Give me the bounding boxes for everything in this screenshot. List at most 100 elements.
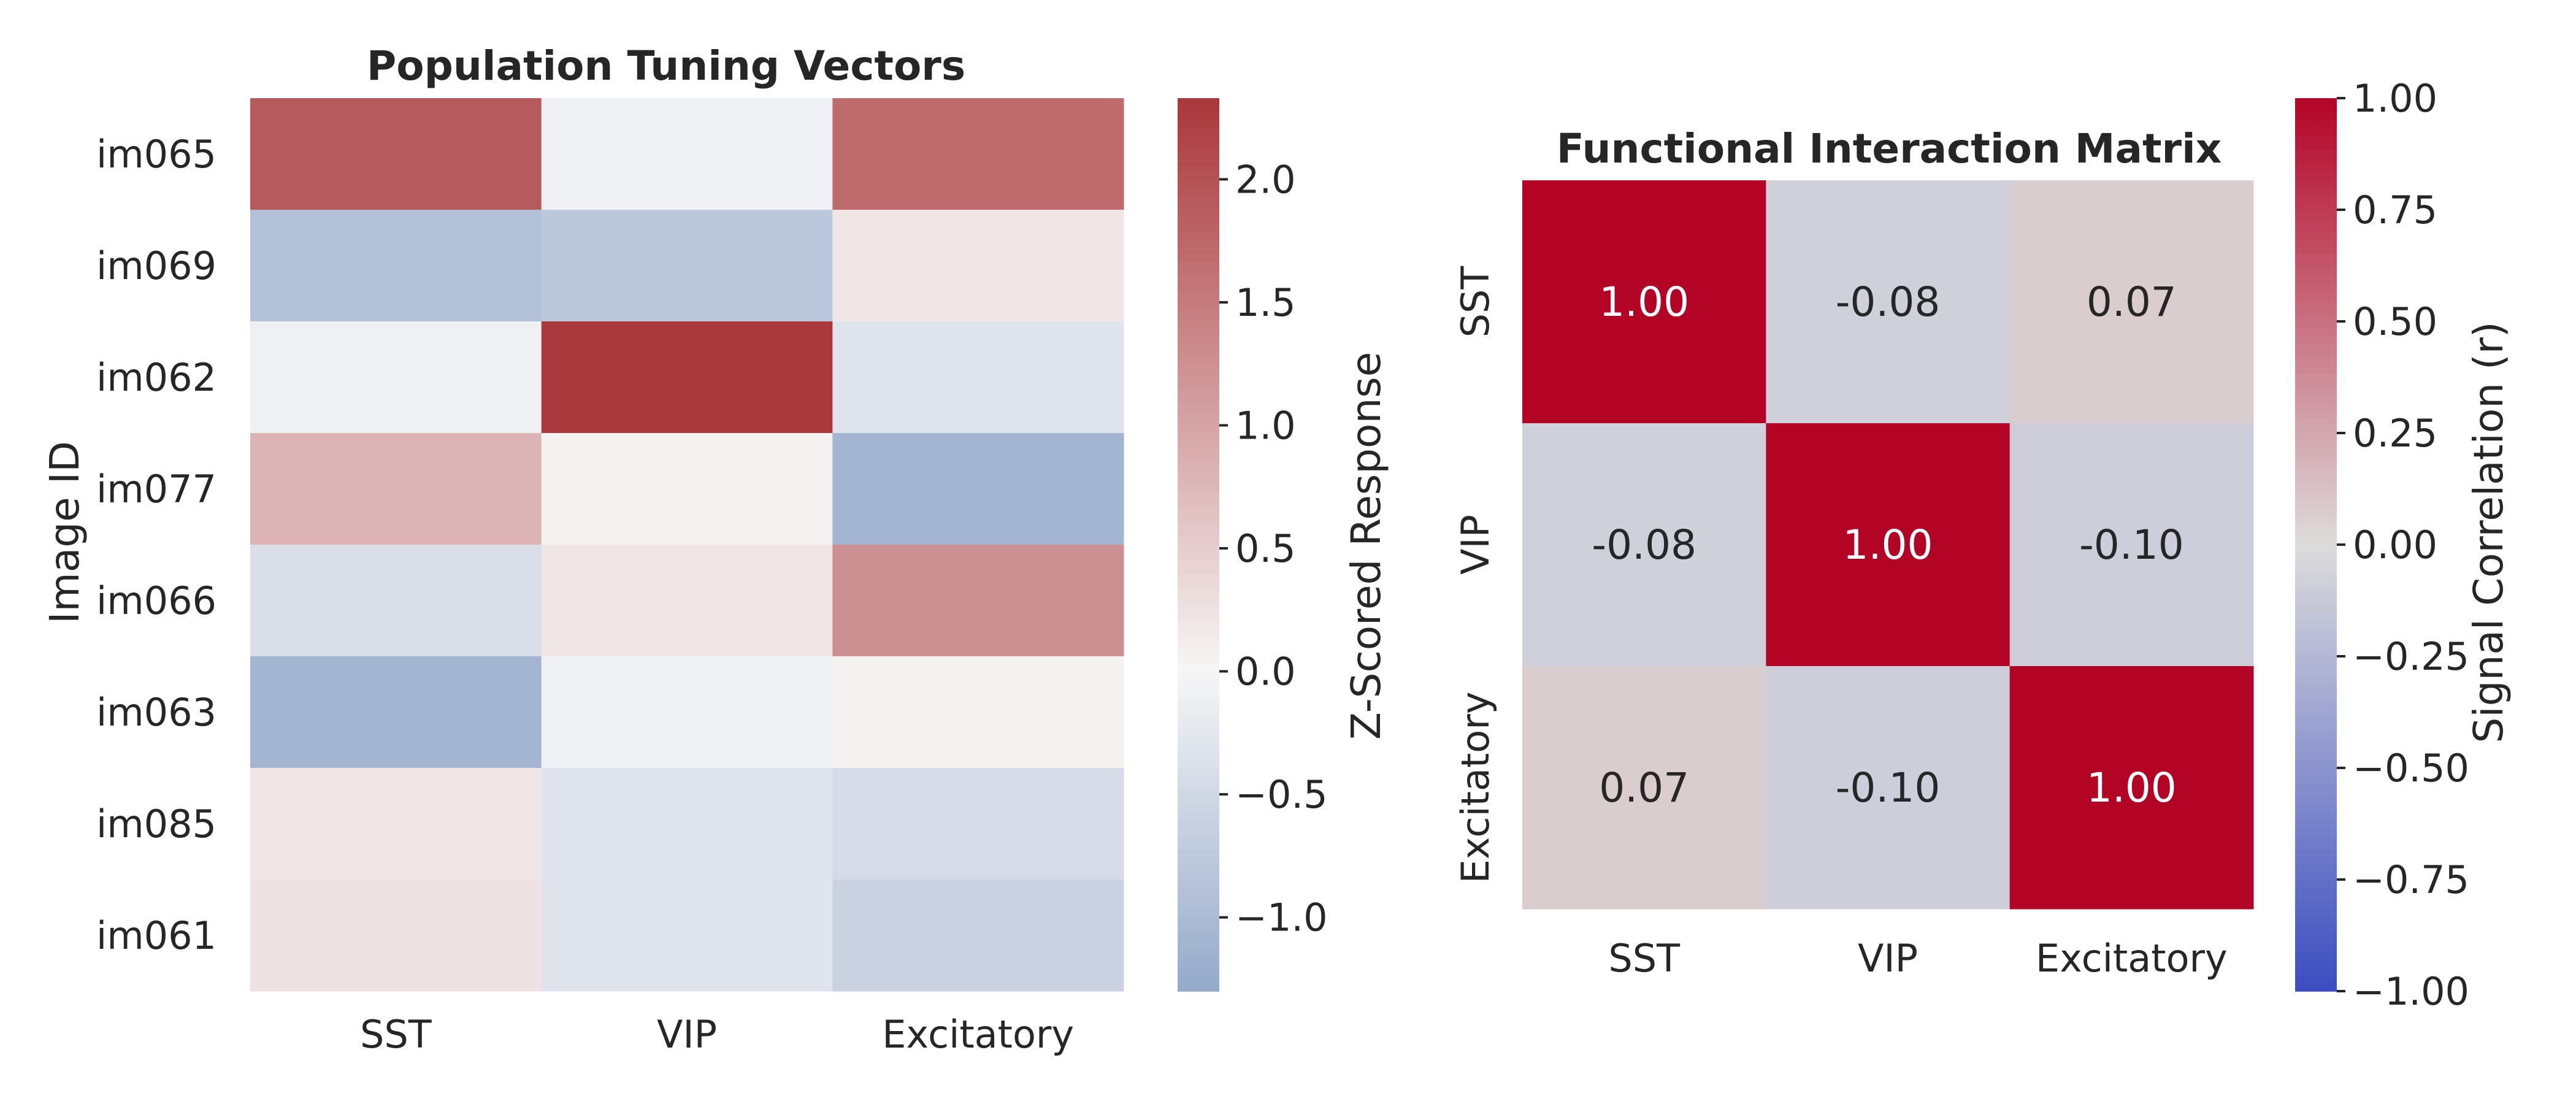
colorbar-gradient-step	[1178, 261, 1219, 270]
colorbar-gradient-step	[1178, 753, 1219, 761]
colorbar-gradient-step	[1178, 790, 1219, 799]
colorbar-gradient-step	[2295, 485, 2337, 493]
colorbar-gradient-step	[2295, 545, 2337, 553]
tuning-heatmap-y-axis-label: Image ID	[41, 441, 88, 624]
heatmap-cell	[832, 768, 1124, 880]
colorbar-gradient-step	[2295, 827, 2337, 835]
interaction-matrix-x-ticks: SST VIP Excitatory	[1608, 936, 2227, 981]
colorbar-gradient-step	[2295, 902, 2337, 910]
cell-annotation: 0.07	[2087, 278, 2177, 326]
colorbar-gradient-step	[1178, 98, 1219, 106]
interaction-matrix-panel: Functional Interaction Matrix 1.00 -0.08 0…	[1453, 76, 2512, 1014]
colorbar-gradient-step	[2295, 589, 2337, 597]
heatmap-cell	[1522, 180, 1766, 424]
colorbar-gradient-step	[1178, 396, 1219, 404]
colorbar-gradient-step	[1178, 880, 1219, 887]
colorbar-gradient-step	[1178, 596, 1219, 605]
cell-annotation: -0.08	[1836, 278, 1941, 326]
colorbar-gradient-step	[2295, 664, 2337, 672]
colorbar-gradient-step	[2295, 462, 2337, 471]
colorbar-gradient-step	[1178, 113, 1219, 121]
colorbar-tick-label: 0.50	[2353, 299, 2437, 344]
colorbar-gradient-step	[2295, 351, 2337, 359]
colorbar-tick-label: −0.5	[1235, 772, 1328, 817]
colorbar-gradient-step	[2295, 916, 2337, 925]
colorbar-gradient-step	[1178, 604, 1219, 612]
colorbar-gradient-step	[2295, 797, 2337, 806]
colorbar-gradient-step	[1178, 916, 1219, 925]
tuning-heatmap-title: Population Tuning Vectors	[367, 42, 965, 90]
heatmap-cell	[541, 545, 833, 657]
colorbar-gradient-step	[2295, 381, 2337, 389]
colorbar-gradient-step	[2295, 470, 2337, 478]
colorbar-gradient-step	[1178, 730, 1219, 739]
cell-annotation: -0.08	[1592, 521, 1696, 569]
heatmap-cell	[1766, 423, 2011, 667]
colorbar-gradient-step	[2295, 931, 2337, 940]
colorbar-gradient-step	[1178, 857, 1219, 865]
colorbar-gradient-step	[1178, 819, 1219, 828]
colorbar-gradient-step	[2295, 410, 2337, 419]
colorbar-gradient-step	[2295, 455, 2337, 464]
colorbar-tick-label: 1.0	[1235, 403, 1296, 448]
colorbar-gradient-step	[2295, 507, 2337, 516]
colorbar-gradient-step	[2295, 939, 2337, 947]
heatmap-cell	[541, 768, 833, 880]
colorbar-gradient-step	[1178, 120, 1219, 129]
colorbar-gradient-step	[2295, 648, 2337, 657]
y-tick-label: SST	[1453, 266, 1498, 338]
colorbar-gradient-step	[2295, 448, 2337, 456]
colorbar-gradient-step	[1178, 187, 1219, 196]
colorbar-gradient-step	[2295, 887, 2337, 895]
colorbar-gradient-step	[2295, 150, 2337, 158]
colorbar-gradient-step	[1178, 842, 1219, 851]
colorbar-gradient-step	[2295, 358, 2337, 367]
heatmap-cell	[832, 210, 1124, 322]
interaction-matrix-cells: 1.00 -0.08 0.07 -0.08 1.00 -0.10 0.07 -0.10 1.00	[1522, 180, 2254, 910]
colorbar-gradient-step	[1178, 648, 1219, 657]
tuning-heatmap-y-ticks: im065 im069 im062 im077 im066 im063 im085 im061	[96, 132, 217, 958]
colorbar-gradient-step	[2295, 403, 2337, 412]
colorbar-gradient-step	[1178, 924, 1219, 932]
colorbar-gradient-step	[1178, 485, 1219, 493]
heatmap-cell	[2009, 423, 2254, 667]
colorbar-tick-label: 1.00	[2353, 76, 2437, 121]
colorbar-gradient-step	[1178, 812, 1219, 821]
colorbar-gradient-step	[2295, 299, 2337, 307]
colorbar-gradient-step	[1178, 277, 1219, 285]
colorbar-tick-label: −0.75	[2353, 857, 2469, 902]
colorbar-gradient-step	[2295, 805, 2337, 813]
colorbar-gradient-step	[2295, 819, 2337, 828]
heatmap-cell	[541, 880, 833, 992]
colorbar-gradient-step	[1178, 887, 1219, 895]
heatmap-cell	[2009, 180, 2254, 424]
colorbar-gradient-step	[2295, 217, 2337, 226]
colorbar-gradient-step	[1178, 135, 1219, 144]
colorbar-gradient-step	[1178, 864, 1219, 873]
colorbar-gradient-step	[2295, 321, 2337, 329]
colorbar-gradient-step	[2295, 261, 2337, 270]
heatmap-cell	[250, 98, 542, 210]
colorbar-gradient-step	[2295, 656, 2337, 664]
colorbar-gradient-step	[2295, 835, 2337, 843]
colorbar-gradient-step	[2295, 619, 2337, 627]
y-tick-label: im061	[96, 913, 217, 958]
colorbar-gradient-step	[1178, 872, 1219, 880]
colorbar-gradient-step	[2295, 552, 2337, 561]
colorbar-gradient-step	[1178, 545, 1219, 553]
colorbar-gradient-step	[2295, 313, 2337, 322]
colorbar-gradient-step	[2295, 418, 2337, 426]
colorbar-gradient-step	[1178, 634, 1219, 642]
cell-annotation: 0.07	[1599, 764, 1689, 811]
colorbar-tick-label: −1.0	[1235, 895, 1328, 940]
colorbar-gradient-step	[1178, 462, 1219, 471]
colorbar-gradient-step	[2295, 425, 2337, 434]
colorbar-gradient-step	[2295, 522, 2337, 531]
colorbar-gradient-step	[1178, 321, 1219, 329]
colorbar-gradient-step	[2295, 909, 2337, 918]
colorbar-tick-label: 1.5	[1235, 280, 1296, 325]
cell-annotation: -0.10	[2079, 521, 2184, 569]
colorbar-gradient-step	[1178, 291, 1219, 300]
colorbar-gradient-step	[2295, 336, 2337, 345]
